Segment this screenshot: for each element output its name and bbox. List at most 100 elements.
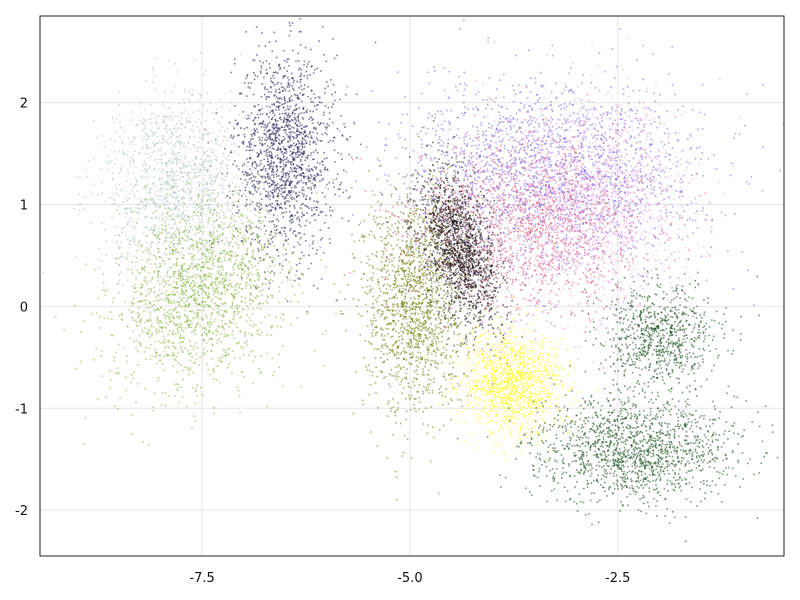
- scatter-point: [285, 148, 288, 151]
- scatter-point: [175, 136, 178, 138]
- scatter-point: [231, 304, 234, 307]
- scatter-point: [266, 176, 269, 179]
- scatter-point: [298, 220, 301, 222]
- scatter-point: [246, 217, 248, 219]
- scatter-point: [188, 183, 191, 185]
- scatter-point: [432, 241, 435, 243]
- scatter-point: [149, 318, 151, 320]
- scatter-point: [172, 132, 174, 135]
- scatter-point: [162, 186, 165, 189]
- scatter-point: [127, 198, 129, 200]
- scatter-point: [177, 274, 180, 276]
- scatter-point: [301, 140, 303, 143]
- scatter-point: [272, 81, 274, 84]
- scatter-point: [141, 268, 143, 271]
- scatter-point: [301, 88, 303, 91]
- scatter-point: [317, 214, 320, 216]
- scatter-point: [207, 155, 209, 158]
- scatter-point: [258, 206, 260, 208]
- scatter-point: [241, 261, 243, 263]
- scatter-point: [202, 252, 204, 254]
- scatter-point: [185, 174, 188, 176]
- scatter-point: [205, 314, 207, 316]
- scatter-point: [169, 293, 172, 296]
- scatter-point: [129, 183, 132, 185]
- scatter-point: [382, 285, 384, 287]
- scatter-point: [184, 91, 186, 93]
- scatter-point: [251, 201, 254, 203]
- scatter-point: [184, 284, 187, 286]
- scatter-point: [277, 183, 279, 185]
- scatter-point: [271, 118, 273, 120]
- scatter-point: [100, 350, 103, 352]
- scatter-point: [129, 162, 131, 165]
- scatter-point: [87, 160, 90, 162]
- scatter-point: [194, 333, 196, 336]
- scatter-point: [213, 189, 215, 192]
- scatter-point: [175, 155, 177, 158]
- scatter-point: [181, 277, 183, 279]
- scatter-point: [78, 203, 81, 206]
- scatter-point: [197, 166, 199, 169]
- scatter-point: [281, 126, 284, 128]
- scatter-point: [259, 193, 262, 195]
- scatter-point: [151, 334, 153, 336]
- scatter-point: [185, 229, 188, 231]
- scatter-point: [264, 86, 266, 88]
- scatter-point: [136, 210, 139, 213]
- scatter-point: [130, 119, 132, 121]
- scatter-point: [172, 175, 174, 178]
- scatter-point: [428, 326, 431, 329]
- scatter-point: [317, 174, 320, 176]
- scatter-point: [389, 284, 391, 287]
- scatter-point: [249, 173, 251, 176]
- scatter-point: [253, 128, 255, 131]
- scatter-point: [376, 312, 379, 314]
- scatter-point: [158, 251, 161, 254]
- scatter-point: [273, 189, 276, 192]
- scatter-point: [163, 313, 165, 316]
- scatter-point: [292, 127, 295, 129]
- scatter-point: [177, 185, 179, 188]
- scatter-point: [209, 182, 211, 184]
- scatter-point: [182, 336, 185, 339]
- scatter-point: [181, 285, 184, 288]
- scatter-point: [190, 165, 192, 168]
- scatter-point: [260, 247, 263, 250]
- scatter-point: [178, 158, 180, 161]
- scatter-point: [237, 211, 239, 214]
- scatter-point: [246, 174, 248, 177]
- scatter-point: [259, 372, 261, 374]
- scatter-point: [229, 197, 231, 199]
- scatter-point: [268, 282, 271, 284]
- scatter-point: [200, 269, 202, 272]
- scatter-point: [217, 310, 220, 313]
- scatter-point: [168, 300, 170, 302]
- scatter-point: [244, 173, 247, 175]
- scatter-point: [273, 104, 275, 106]
- scatter-point: [218, 357, 221, 359]
- scatter-point: [220, 309, 222, 312]
- scatter-point: [131, 414, 134, 417]
- scatter-point: [204, 168, 206, 171]
- scatter-point: [97, 258, 99, 261]
- scatter-point: [251, 333, 253, 336]
- scatter-point: [258, 220, 260, 222]
- scatter-point: [161, 292, 164, 294]
- scatter-point: [209, 321, 211, 323]
- scatter-point: [127, 221, 129, 224]
- scatter-point: [287, 161, 289, 163]
- scatter-point: [218, 121, 220, 124]
- scatter-point: [327, 85, 329, 88]
- scatter-point: [118, 114, 121, 116]
- scatter-point: [229, 282, 232, 285]
- scatter-point: [161, 331, 164, 333]
- scatter-point: [287, 159, 290, 162]
- scatter-point: [305, 181, 308, 184]
- scatter-point: [303, 126, 305, 128]
- scatter-point: [143, 162, 145, 165]
- scatter-point: [192, 267, 194, 270]
- scatter-point: [203, 283, 206, 285]
- scatter-point: [214, 288, 217, 290]
- scatter-point: [156, 317, 159, 320]
